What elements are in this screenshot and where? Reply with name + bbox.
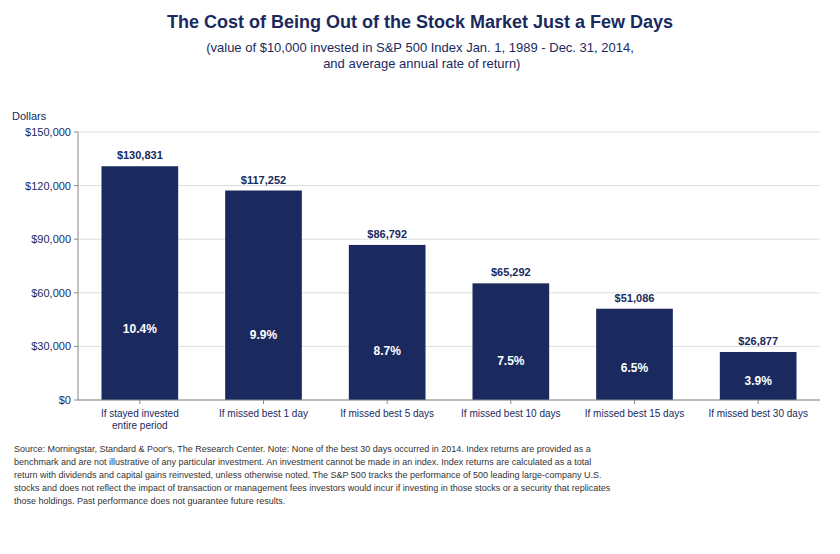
- subtitle: (value of $10,000 invested in S&P 500 In…: [206, 40, 634, 71]
- tick-mark: [74, 400, 78, 401]
- annotation: 9.9%: [250, 328, 278, 342]
- text-line: If stayed invested: [101, 408, 179, 419]
- bar: [720, 352, 797, 400]
- text-line: entire period: [112, 420, 168, 431]
- grid-line: [78, 292, 820, 293]
- data-label: $117,252: [241, 174, 286, 186]
- tick-mark: [510, 400, 511, 404]
- tick-label: If missed best 15 days: [585, 408, 685, 419]
- text-line: If missed best 10 days: [461, 408, 561, 419]
- x-axis-line: [78, 400, 820, 401]
- annotation: 3.9%: [744, 374, 772, 388]
- title: The Cost of Being Out of the Stock Marke…: [167, 12, 673, 32]
- tick-label: $90,000: [31, 233, 71, 245]
- grid-line: [78, 185, 820, 186]
- text-line: those holdings. Past performance does no…: [14, 496, 285, 506]
- text-line: (value of $10,000 invested in S&P 500 In…: [206, 40, 634, 55]
- tick-label: $150,000: [25, 126, 71, 138]
- x-axis: If stayed investedentire period If missed…: [101, 400, 808, 431]
- data-labels: $130,831 $117,252 $86,792 $65,292 $51,086 $26…: [117, 149, 778, 387]
- annotation: 6.5%: [621, 361, 649, 375]
- text-line: Source: Morningstar, Standard & Poor's, …: [14, 444, 591, 454]
- text-line: If missed best 15 days: [585, 408, 685, 419]
- tick-label: $120,000: [25, 180, 71, 192]
- tick-label: $0: [59, 394, 71, 406]
- tick-mark: [387, 400, 388, 404]
- tick-mark: [139, 400, 140, 404]
- chart: The Cost of Being Out of the Stock Marke…: [0, 0, 840, 554]
- tick-mark: [74, 239, 78, 240]
- tick-mark: [74, 185, 78, 186]
- y-axis: $0 $30,000 $60,000 $90,000 $120,000 $150,000: [25, 126, 820, 406]
- tick-label: If missed best 5 days: [340, 408, 434, 419]
- tick-mark: [74, 132, 78, 133]
- tick-mark: [74, 292, 78, 293]
- grid-line: [78, 239, 820, 240]
- bar: [225, 191, 302, 400]
- tick-label: $60,000: [31, 287, 71, 299]
- bar: [596, 309, 673, 400]
- tick-mark: [263, 400, 264, 404]
- annotation: 10.4%: [123, 322, 157, 336]
- data-label: $51,086: [615, 292, 655, 304]
- tick-label: If missed best 10 days: [461, 408, 561, 419]
- tick-mark: [74, 346, 78, 347]
- annotation: 8.7%: [373, 344, 401, 358]
- tick-label: If stayed investedentire period: [101, 408, 179, 431]
- grid-line: [78, 346, 820, 347]
- text-line: If missed best 5 days: [340, 408, 434, 419]
- data-label: $26,877: [738, 335, 778, 347]
- data-label: $65,292: [491, 266, 531, 278]
- data-label: $86,792: [367, 228, 407, 240]
- bar: [101, 166, 178, 400]
- annotation: 7.5%: [497, 354, 525, 368]
- text-line: return with dividends and capital gains …: [14, 470, 602, 480]
- tick-label: If missed best 30 days: [708, 408, 808, 419]
- tick-mark: [634, 400, 635, 404]
- grid-line: [78, 400, 820, 401]
- y-axis-line: [78, 132, 79, 400]
- tick-mark: [758, 400, 759, 404]
- plot-area: [78, 132, 820, 400]
- bar: [472, 283, 549, 400]
- tick-label: $30,000: [31, 340, 71, 352]
- source-note: Source: Morningstar, Standard & Poor's, …: [14, 444, 611, 506]
- bars: [101, 166, 796, 400]
- text-line: stocks and does not reflect the impact o…: [14, 483, 611, 493]
- bar: [349, 245, 426, 400]
- text-line: If missed best 1 day: [219, 408, 308, 419]
- tick-label: If missed best 1 day: [219, 408, 308, 419]
- data-label: $130,831: [117, 149, 163, 161]
- y-axis-label: Dollars: [12, 110, 47, 122]
- grid-line: [78, 132, 820, 133]
- text-line: and average annual rate of return): [320, 56, 521, 71]
- text-line: benchmark and are not illustrative of an…: [14, 457, 591, 467]
- text-line: If missed best 30 days: [708, 408, 808, 419]
